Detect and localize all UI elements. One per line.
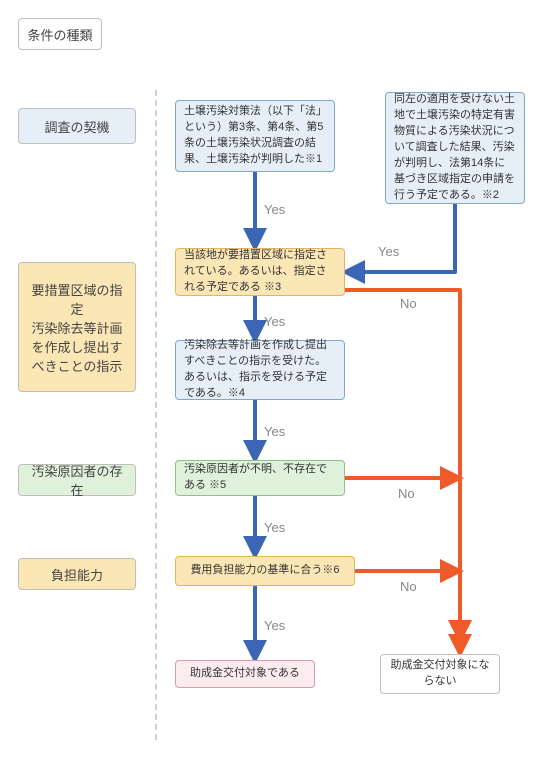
flowchart-stage: 条件の種類調査の契機要措置区域の指定 汚染除去等計画を作成し提出すべきことの指示…	[0, 0, 540, 760]
e-cap-elig-label: Yes	[264, 618, 285, 633]
e-zone-plan-label: Yes	[264, 314, 285, 329]
e-law-zone-label: Yes	[264, 202, 285, 217]
e-art14-zone	[345, 204, 455, 272]
n-capacity: 費用負担能力の基準に合う※6	[175, 556, 355, 586]
e-cap-no-label: No	[400, 579, 417, 594]
cat-polluter: 汚染原因者の存在	[18, 464, 136, 496]
cat-capacity: 負担能力	[18, 558, 136, 590]
e-art14-zone-label: Yes	[378, 244, 399, 259]
e-poll-no-label: No	[398, 486, 415, 501]
n-plan: 汚染除去等計画を作成し提出すべきことの指示を受けた。あるいは、指示を受ける予定で…	[175, 340, 345, 400]
n-law: 土壌汚染対策法（以下「法」という）第3条、第4条、第5条の土壌汚染状況調査の結果…	[175, 100, 335, 172]
cat-designation: 要措置区域の指定 汚染除去等計画を作成し提出すべきことの指示	[18, 262, 136, 392]
n-polluter: 汚染原因者が不明、不存在である ※5	[175, 460, 345, 496]
n-art14: 同左の適用を受けない土地で土壌汚染の特定有害物質による汚染状況について調査した結…	[385, 92, 525, 204]
e-plan-polluter-label: Yes	[264, 424, 285, 439]
e-poll-cap-label: Yes	[264, 520, 285, 535]
cat-trigger: 調査の契機	[18, 108, 136, 144]
cat-title: 条件の種類	[18, 18, 102, 50]
n-zone: 当該地が要措置区域に指定されている。あるいは、指定される予定である ※3	[175, 248, 345, 296]
n-ineligible: 助成金交付対象にならない	[380, 654, 500, 694]
column-divider	[155, 90, 157, 740]
n-eligible: 助成金交付対象である	[175, 660, 315, 688]
e-zone-no-label: No	[400, 296, 417, 311]
